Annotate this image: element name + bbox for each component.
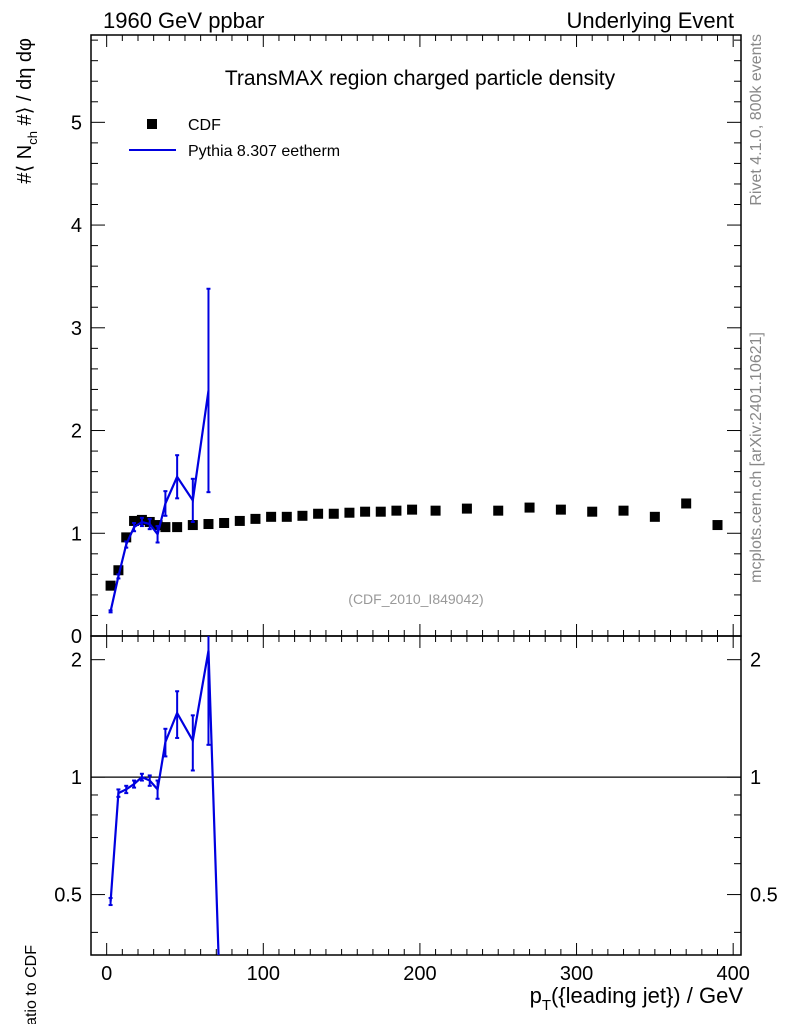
cdf-data-point bbox=[172, 522, 183, 533]
cdf-data-point bbox=[152, 520, 163, 531]
ratio-y-tick-label: 2 bbox=[71, 650, 82, 672]
header-right: Underlying Event bbox=[566, 8, 734, 33]
y-tick-label: 0 bbox=[71, 626, 82, 648]
cdf-data-point bbox=[430, 505, 441, 516]
cdf-data-point bbox=[375, 506, 386, 517]
ratio-y-tick-label: 1 bbox=[71, 767, 82, 789]
legend: CDF Pythia 8.307 eetherm bbox=[129, 117, 340, 160]
legend-pythia-label: Pythia 8.307 eetherm bbox=[188, 143, 340, 160]
cdf-data-point bbox=[618, 505, 629, 516]
x-tick-label: 400 bbox=[716, 963, 749, 985]
cdf-data-point bbox=[203, 519, 214, 530]
cdf-data-point bbox=[121, 532, 132, 543]
cdf-data-point bbox=[524, 502, 535, 513]
cdf-data-point bbox=[219, 517, 230, 528]
cdf-data-point bbox=[461, 503, 472, 514]
y-tick-label: 5 bbox=[71, 112, 82, 134]
y-tick-label: 3 bbox=[71, 318, 82, 340]
ratio-y-tick-label-right: 1 bbox=[750, 767, 761, 789]
legend-cdf-marker bbox=[147, 119, 157, 129]
header-left: 1960 GeV ppbar bbox=[103, 8, 264, 33]
chart-title: TransMAX region charged particle density bbox=[225, 67, 616, 90]
ratio-panel-data bbox=[108, 636, 220, 955]
cdf-data-point bbox=[113, 565, 124, 576]
pythia-line bbox=[109, 390, 210, 612]
ratio-y-tick-label: 0.5 bbox=[54, 885, 82, 907]
rivet-label: Rivet 4.1.0, 800k events bbox=[748, 34, 765, 206]
ratio-y-axis-label: Ratio to CDF bbox=[23, 945, 40, 1024]
cdf-data-point bbox=[555, 504, 566, 515]
cdf-data-point bbox=[105, 580, 116, 591]
y-tick-label: 2 bbox=[71, 421, 82, 443]
top-panel-data bbox=[105, 287, 723, 614]
ratio-y-tick-label-right: 0.5 bbox=[750, 885, 778, 907]
cdf-data-point bbox=[281, 511, 292, 522]
cdf-data-point bbox=[187, 520, 198, 531]
mcplots-label: mcplots.cern.ch [arXiv:2401.10621] bbox=[748, 332, 765, 583]
cdf-data-point bbox=[129, 515, 140, 526]
cdf-data-point bbox=[407, 504, 418, 515]
cdf-data-point bbox=[712, 520, 723, 531]
cdf-data-point bbox=[391, 505, 402, 516]
x-tick-label: 100 bbox=[247, 963, 280, 985]
ratio-line bbox=[109, 650, 220, 955]
x-tick-label: 300 bbox=[560, 963, 593, 985]
cdf-data-point bbox=[587, 506, 598, 517]
cdf-data-point bbox=[681, 498, 692, 509]
cdf-data-point bbox=[649, 511, 660, 522]
y-tick-label: 4 bbox=[71, 215, 82, 237]
cdf-data-point bbox=[328, 508, 339, 519]
cdf-data-point bbox=[250, 513, 261, 524]
ratio-y-tick-label-right: 2 bbox=[750, 650, 761, 672]
cdf-data-point bbox=[313, 508, 324, 519]
cdf-data-point bbox=[493, 505, 504, 516]
x-tick-label: 200 bbox=[403, 963, 436, 985]
cdf-data-point bbox=[266, 511, 277, 522]
cdf-data-point bbox=[234, 515, 245, 526]
cdf-data-point bbox=[360, 506, 371, 517]
legend-cdf-label: CDF bbox=[188, 117, 221, 134]
cdf-data-point bbox=[297, 510, 308, 521]
top-y-axis-label: #⟨ Nch #⟩ / dη dφ bbox=[14, 38, 40, 184]
cdf-data-point bbox=[344, 507, 355, 518]
x-tick-label: 0 bbox=[101, 963, 112, 985]
x-axis-label: pT({leading jet}) / GeV bbox=[530, 983, 744, 1014]
y-tick-label: 1 bbox=[71, 523, 82, 545]
cdf-data-point bbox=[160, 522, 171, 533]
ratio-panel-frame bbox=[90, 635, 742, 956]
analysis-id: (CDF_2010_I849042) bbox=[348, 591, 483, 607]
